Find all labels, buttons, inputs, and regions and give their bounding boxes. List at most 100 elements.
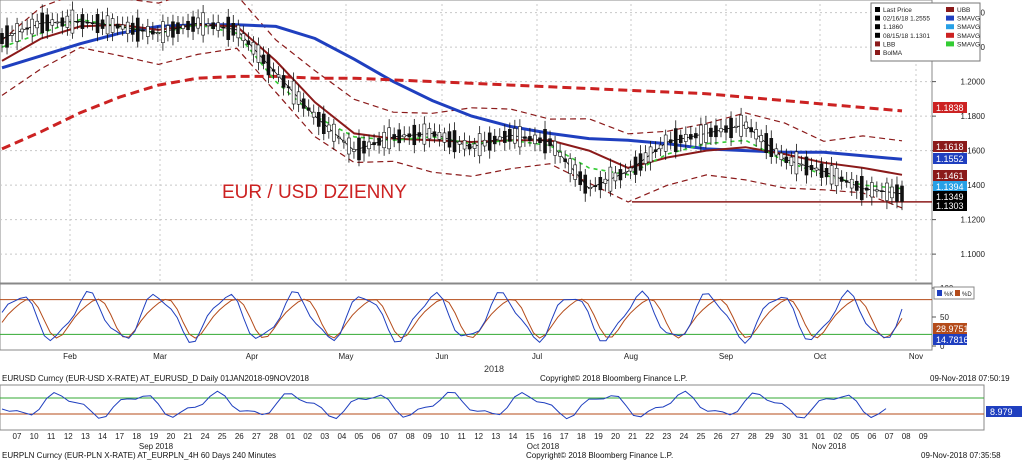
lower-value-badge: [986, 406, 1022, 417]
legend-label: SMAVG: [957, 24, 980, 31]
candle-body: [181, 24, 185, 29]
day-label: 02: [303, 432, 312, 441]
candle-body: [513, 128, 517, 144]
stochastic-label-badge: [933, 323, 967, 334]
candle-body: [221, 26, 226, 29]
day-label: 08: [902, 432, 911, 441]
candle-body: [352, 149, 356, 152]
candlesticks: [0, 1, 904, 211]
stochastic-legend-swatch: [955, 290, 960, 296]
day-label: 19: [594, 432, 603, 441]
candle-body: [789, 156, 794, 166]
candle-body: [859, 176, 864, 201]
candle-body: [543, 128, 547, 154]
candle-body: [593, 185, 598, 188]
candle-body: [266, 54, 271, 76]
candle-body: [533, 134, 537, 145]
legend-swatch: [875, 7, 880, 12]
candle-body: [744, 121, 748, 129]
stochastic-panel-frame: [0, 283, 933, 351]
legend-label: SMAVG: [957, 33, 980, 40]
day-label: 17: [560, 432, 569, 441]
day-label: 15: [526, 432, 535, 441]
candle-body: [337, 136, 341, 139]
candle-body: [824, 168, 829, 178]
candle-body: [362, 140, 366, 154]
candle-body: [231, 22, 236, 36]
candle-body: [472, 143, 477, 149]
candle-body: [151, 30, 155, 35]
candle-body: [432, 131, 437, 137]
day-label: 31: [799, 432, 808, 441]
candle-body: [643, 152, 648, 164]
day-label: 07: [885, 432, 894, 441]
candle-body: [895, 184, 899, 202]
candle-body: [211, 22, 215, 29]
day-label: 11: [47, 432, 56, 441]
day-label: 24: [201, 432, 210, 441]
legend-swatch: [946, 7, 954, 12]
legend-label: BolMA: [883, 50, 903, 57]
upper-bollinger-band: [1, 0, 903, 142]
day-label: 20: [611, 432, 620, 441]
candle-body: [301, 98, 306, 109]
stochastic-label-text: 28.9751: [936, 324, 969, 334]
legend-label: Last Price: [883, 7, 912, 14]
candle-body: [281, 75, 286, 88]
legend-label: UBB: [957, 7, 970, 14]
candle-body: [176, 22, 180, 34]
legend-swatch: [875, 41, 880, 47]
candle-body: [417, 132, 422, 137]
candle-body: [699, 124, 703, 145]
legend-swatch: [946, 32, 954, 38]
legend-label: SMAVG: [957, 41, 980, 48]
candle-body: [508, 129, 512, 142]
price-tick-label: 1.2000: [961, 78, 986, 87]
candle-body: [125, 21, 130, 34]
candle-body: [658, 144, 663, 150]
candle-body: [653, 149, 658, 152]
candle-body: [342, 140, 346, 143]
candle-body: [357, 137, 361, 161]
candle-body: [482, 139, 487, 147]
price-label-text: 1.1552: [936, 154, 964, 164]
day-label: 21: [184, 432, 193, 441]
candle-body: [583, 174, 588, 194]
day-axis-month-label: Sep 2018: [139, 442, 174, 451]
lower-value-label: 8.979: [990, 407, 1013, 417]
candle-body: [321, 113, 326, 134]
candle-body: [0, 33, 4, 44]
stochastic-label-badge: [933, 334, 967, 345]
stochastic-legend-label: %K: [944, 292, 953, 298]
candle-body: [135, 17, 140, 42]
candle-body: [70, 9, 75, 34]
legend-swatch: [946, 41, 954, 47]
candle-body: [216, 22, 221, 31]
stochastic-series: [1, 289, 903, 345]
candle-body: [779, 152, 784, 160]
footer2-right: 09-Nov-2018 07:35:58: [921, 451, 1001, 460]
candle-body: [201, 12, 205, 36]
month-axis: Feb Mar Apr May Jun Jul Aug Sep Oct Nov: [63, 352, 923, 361]
day-label: 25: [697, 432, 706, 441]
candle-body: [75, 21, 80, 23]
candle-body: [146, 26, 150, 37]
candle-body: [558, 151, 562, 157]
candle-body: [769, 138, 774, 157]
price-label-text: 1.1838: [936, 103, 964, 113]
legend-label: 08/15/18 1.1301: [883, 33, 930, 40]
candle-body: [623, 172, 628, 174]
price-label-text: 1.1349: [936, 192, 964, 202]
lower-grid: [0, 397, 984, 415]
day-label: 09: [423, 432, 432, 441]
candle-body: [60, 17, 65, 27]
day-label: 06: [868, 432, 877, 441]
candle-body: [502, 130, 507, 143]
day-axis-month-label: Oct 2018: [527, 442, 560, 451]
candle-body: [799, 163, 804, 166]
candle-body: [186, 21, 190, 31]
candle-body: [196, 17, 200, 29]
price-label-badge: [933, 181, 967, 192]
candle-body: [563, 158, 567, 162]
